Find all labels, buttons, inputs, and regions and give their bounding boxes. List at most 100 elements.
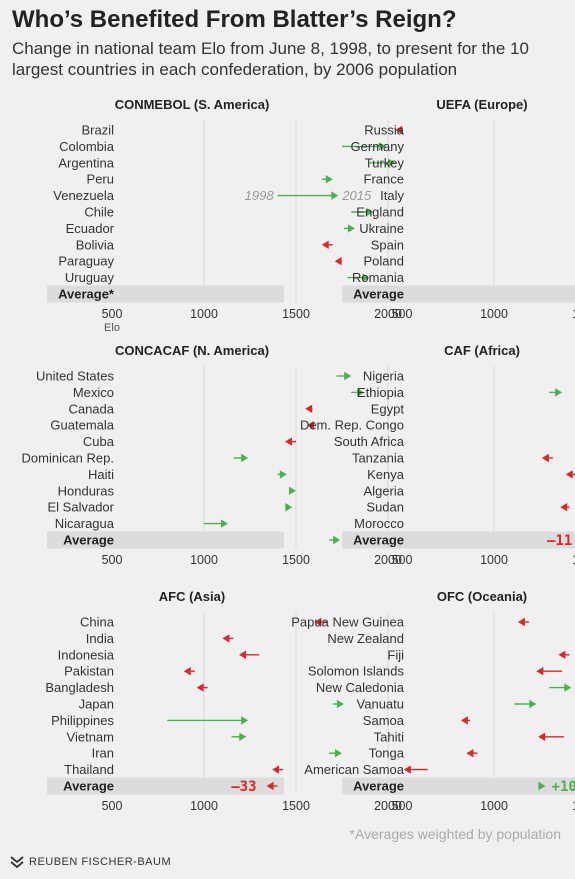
- panel-3-average-band: [342, 531, 575, 549]
- panel-0-xlabel: Elo: [104, 322, 120, 334]
- panel-1-label-3: France: [364, 172, 404, 187]
- panel-3-arrow-5-head: [541, 453, 549, 463]
- panel-5-arrow-6-head: [460, 716, 468, 725]
- panel-3-average-change: –11: [547, 533, 572, 549]
- panel-5-label-6: Samoa: [363, 713, 405, 728]
- panel-4-title: AFC (Asia): [159, 589, 225, 604]
- panel-3-tick-1000: 1000: [480, 553, 508, 567]
- panel-1-label-4: Italy: [380, 188, 404, 203]
- panel-4-average-label: Average: [63, 779, 114, 794]
- panel-2-arrow-2-head: [305, 404, 313, 413]
- panel-2-label-6: Haiti: [88, 467, 114, 482]
- panel-1-tick-1500: 1500: [572, 307, 575, 321]
- panel-4-label-9: Thailand: [64, 762, 114, 777]
- panel-4-label-3: Pakistan: [64, 664, 114, 679]
- panel-3-label-6: Kenya: [367, 467, 405, 482]
- panel-3-label-1: Ethiopia: [357, 385, 405, 400]
- panel-3-tick-1500: 1500: [572, 553, 575, 567]
- panel-4-tick-500: 500: [102, 799, 123, 813]
- panel-4-label-8: Iran: [92, 746, 114, 761]
- panel-5-average-label: Average: [353, 779, 404, 794]
- panel-5-arrow-2-head: [558, 650, 566, 659]
- panel-2-label-2: Canada: [68, 401, 114, 416]
- panel-2-arrow-8-head: [285, 503, 293, 512]
- panel-2-label-0: United States: [36, 369, 115, 384]
- panel-4-tick-2000: 2000: [374, 799, 402, 813]
- panel-2-arrow-9-head: [220, 519, 228, 528]
- panel-0-average-label: Average*: [58, 287, 115, 302]
- panel-5-label-9: American Samoa: [304, 762, 404, 777]
- panel-2-label-9: Nicaragua: [55, 516, 115, 531]
- panel-4-arrow-5-head: [336, 699, 344, 709]
- panel-1-label-7: Spain: [371, 237, 404, 252]
- panel-5-label-1: New Zealand: [327, 631, 404, 646]
- panel-0-arrow-1-head: [379, 142, 387, 151]
- panel-4-arrow-8-head: [335, 749, 342, 758]
- panel-4-label-2: Indonesia: [58, 647, 115, 662]
- panel-5-label-4: New Caledonia: [316, 680, 405, 695]
- panel-4-label-5: Japan: [79, 697, 114, 712]
- panel-1-tick-1000: 1000: [480, 307, 508, 321]
- panel-0-average-band: [47, 285, 284, 303]
- credit: REUBEN FISCHER-BAUM: [10, 856, 171, 868]
- panel-4-average-change: –33: [231, 779, 256, 795]
- panel-0-title: CONMEBOL (S. America): [115, 97, 270, 112]
- logo-icon: [10, 856, 24, 868]
- panel-2-tick-1000: 1000: [190, 553, 218, 567]
- panel-4-arrow-0-head: [314, 617, 322, 627]
- panel-2-arrow-1-head: [357, 388, 365, 397]
- panel-3-label-9: Morocco: [354, 516, 404, 531]
- panel-4-arrow-4-head: [196, 683, 204, 692]
- panel-2-arrow-7-head: [289, 486, 296, 495]
- panel-2-arrow-4-head: [284, 437, 292, 446]
- panel-4-tick-1000: 1000: [190, 799, 218, 813]
- panel-0-label-8: Paraguay: [58, 254, 114, 269]
- panel-4-label-4: Bangladesh: [45, 680, 114, 695]
- panel-3-label-2: Egypt: [371, 401, 405, 416]
- panel-2-average-arrow-head: [333, 535, 341, 545]
- panel-0-label-0: Brazil: [81, 123, 114, 138]
- panel-4-average-band: [47, 777, 284, 795]
- panel-1-tick-500: 500: [392, 307, 413, 321]
- panel-2-arrow-3-head: [307, 421, 315, 430]
- panel-2-title: CONCACAF (N. America): [115, 343, 269, 358]
- panel-3-title: CAF (Africa): [444, 343, 520, 358]
- panel-0-annotation-end: 2015: [341, 188, 372, 203]
- panel-0-label-4: Venezuela: [53, 188, 114, 203]
- panel-4-label-0: China: [80, 615, 115, 630]
- panel-2-label-8: El Salvador: [48, 500, 115, 515]
- panel-2-average-band: [47, 531, 284, 549]
- panel-2-label-7: Honduras: [58, 483, 115, 498]
- panel-0-arrow-9-head: [362, 273, 370, 282]
- panel-0-tick-1000: 1000: [190, 307, 218, 321]
- panel-5-arrow-9-head: [403, 765, 411, 774]
- panel-3-label-0: Nigeria: [363, 369, 405, 384]
- panel-2-label-5: Dominican Rep.: [22, 451, 115, 466]
- panel-0-tick-1500: 1500: [282, 307, 310, 321]
- panel-3-label-5: Tanzania: [352, 451, 405, 466]
- panel-4-arrow-2-head: [238, 650, 246, 659]
- panel-0-arrow-2-head: [388, 158, 396, 167]
- panel-2-arrow-0-head: [344, 371, 352, 381]
- panel-3-arrow-8-head: [560, 503, 568, 512]
- panel-0-label-2: Argentina: [58, 155, 114, 170]
- page-title: Who’s Benefited From Blatter’s Reign?: [12, 6, 457, 33]
- panel-5-average-change: +10: [552, 779, 575, 795]
- panel-3-tick-500: 500: [392, 553, 413, 567]
- panel-5-label-5: Vanuatu: [357, 697, 404, 712]
- panel-0-tick-2000: 2000: [374, 307, 402, 321]
- panel-1-label-8: Poland: [364, 254, 404, 269]
- panel-2-arrow-5-head: [241, 453, 249, 463]
- panel-5-tick-500: 500: [392, 799, 413, 813]
- panel-1-label-1: Germany: [351, 139, 405, 154]
- panel-0-label-6: Ecuador: [66, 221, 115, 236]
- panel-0-label-5: Chile: [84, 205, 114, 220]
- panel-0-annotation-start: 1998: [245, 188, 275, 203]
- panel-5-label-3: Solomon Islands: [308, 664, 405, 679]
- panel-0-arrow-3-head: [325, 175, 333, 184]
- panel-5-tick-1000: 1000: [480, 799, 508, 813]
- panel-4-arrow-1-head: [222, 634, 230, 643]
- panel-3-arrow-1-head: [555, 388, 563, 397]
- panel-0-arrow-0-head: [395, 125, 403, 135]
